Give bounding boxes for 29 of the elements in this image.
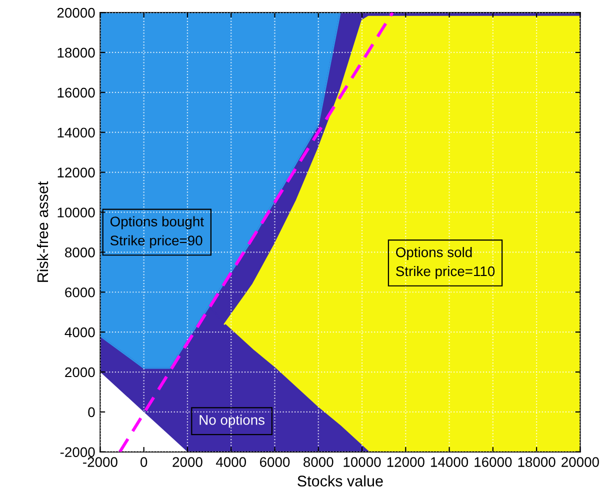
x-tick-label: 14000 [431, 457, 468, 467]
x-tick-label: 0 [140, 457, 148, 467]
y-tick-label: 16000 [58, 88, 95, 98]
y-tick-label: 0 [88, 407, 95, 418]
y-tick-label: -2000 [60, 447, 95, 458]
y-axis-title: Risk-free asset [36, 181, 48, 282]
y-tick-label: 8000 [65, 248, 95, 258]
y-tick-label: 2000 [65, 367, 95, 378]
y-tick-label: 14000 [58, 128, 95, 138]
x-tick-label: 2000 [172, 457, 202, 467]
x-tick-label: 12000 [387, 457, 424, 467]
x-tick-label: 10000 [344, 457, 381, 467]
y-tick-label: 10000 [58, 208, 95, 218]
y-tick-label: 4000 [64, 327, 95, 338]
x-tick-label: 16000 [474, 457, 512, 467]
annotation: Options bought Strike price=90 [110, 216, 204, 248]
x-tick-label: 18000 [518, 457, 556, 467]
x-tick-label: 8000 [304, 457, 334, 467]
x-tick-label: 6000 [260, 457, 290, 467]
x-axis-title: Stocks value [298, 475, 383, 486]
x-tick-label: 20000 [562, 457, 599, 467]
annotation: No options [200, 414, 264, 428]
annotation: Options sold Strike price=110 [396, 247, 495, 279]
x-tick-label: -2000 [83, 457, 118, 467]
x-tick-label: 4000 [216, 457, 246, 467]
y-tick-label: 18000 [58, 48, 95, 58]
y-tick-label: 20000 [57, 8, 95, 18]
y-tick-label: 6000 [65, 287, 95, 298]
y-tick-label: 12000 [58, 168, 95, 178]
